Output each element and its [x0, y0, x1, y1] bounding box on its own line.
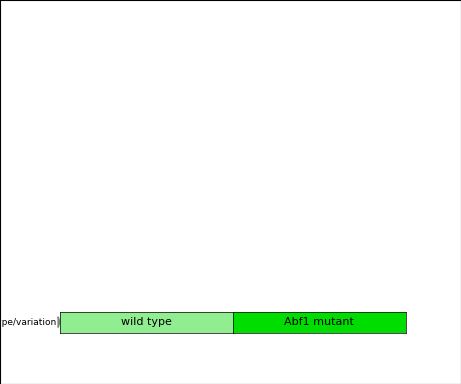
FancyBboxPatch shape — [290, 247, 348, 311]
Bar — [202, 189, 212, 247]
Bar — [88, 369, 108, 382]
Text: genotype/variation: genotype/variation — [0, 318, 57, 326]
Bar — [318, 236, 327, 247]
Bar — [309, 240, 314, 247]
Text: GSM140804: GSM140804 — [372, 257, 381, 311]
Text: value, Detection Call = ABSENT: value, Detection Call = ABSENT — [115, 353, 259, 362]
Bar — [382, 243, 387, 247]
Text: rank, Detection Call = ABSENT: rank, Detection Call = ABSENT — [115, 371, 254, 380]
Bar — [145, 229, 154, 247]
FancyBboxPatch shape — [233, 247, 290, 311]
FancyBboxPatch shape — [60, 247, 118, 311]
Bar — [79, 239, 84, 247]
Text: wild type: wild type — [121, 317, 172, 327]
FancyArrow shape — [58, 317, 60, 327]
Text: GSM140802: GSM140802 — [257, 257, 266, 311]
Bar — [324, 244, 329, 247]
Bar — [368, 246, 380, 247]
Bar — [209, 240, 214, 247]
Bar — [252, 244, 257, 247]
Bar — [375, 236, 384, 247]
Text: Abf1 mutant: Abf1 mutant — [284, 317, 354, 327]
Bar — [253, 237, 265, 247]
Bar — [87, 232, 96, 247]
Bar — [311, 225, 322, 247]
Title: GDS3198 / 2770_at: GDS3198 / 2770_at — [159, 13, 307, 29]
Text: GSM140786: GSM140786 — [84, 257, 93, 311]
Bar — [80, 195, 92, 247]
FancyBboxPatch shape — [175, 247, 233, 311]
FancyBboxPatch shape — [348, 247, 406, 311]
Text: GSM140803: GSM140803 — [315, 257, 324, 311]
Bar — [266, 245, 272, 247]
Bar — [194, 227, 199, 247]
Text: GSM140800: GSM140800 — [142, 257, 151, 311]
Bar — [195, 96, 207, 247]
Bar — [138, 175, 149, 247]
Text: GSM140801: GSM140801 — [200, 257, 208, 311]
Bar — [136, 237, 142, 247]
Bar — [94, 243, 99, 247]
Bar — [88, 333, 108, 346]
Text: percentile rank within the sample: percentile rank within the sample — [115, 335, 268, 344]
Text: count: count — [115, 317, 141, 326]
Bar — [88, 351, 108, 364]
Bar — [88, 315, 108, 328]
Bar — [260, 242, 269, 247]
FancyBboxPatch shape — [118, 247, 175, 311]
Bar — [151, 242, 156, 247]
